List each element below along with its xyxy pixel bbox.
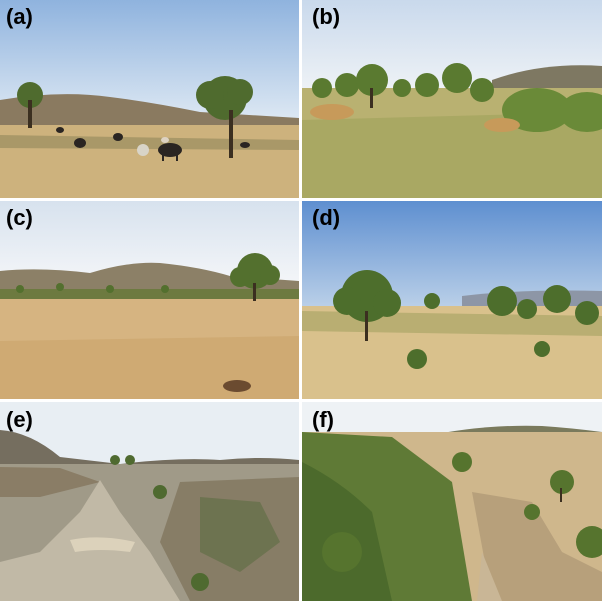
panel-d-photo (302, 201, 602, 399)
panel-f-label: (f) (312, 407, 334, 432)
panel-a-photo (0, 0, 299, 198)
panel-d-label: (d) (312, 205, 341, 230)
panel-f-photo (302, 402, 602, 601)
panel-c-photo (0, 201, 299, 399)
panel-e-photo (0, 402, 299, 601)
panel-a-label: (a) (6, 4, 33, 29)
panel-b-label: (b) (312, 4, 341, 29)
panel-c-label: (c) (6, 205, 33, 230)
panel-b-photo (302, 0, 602, 198)
panel-e-label: (e) (6, 407, 33, 432)
